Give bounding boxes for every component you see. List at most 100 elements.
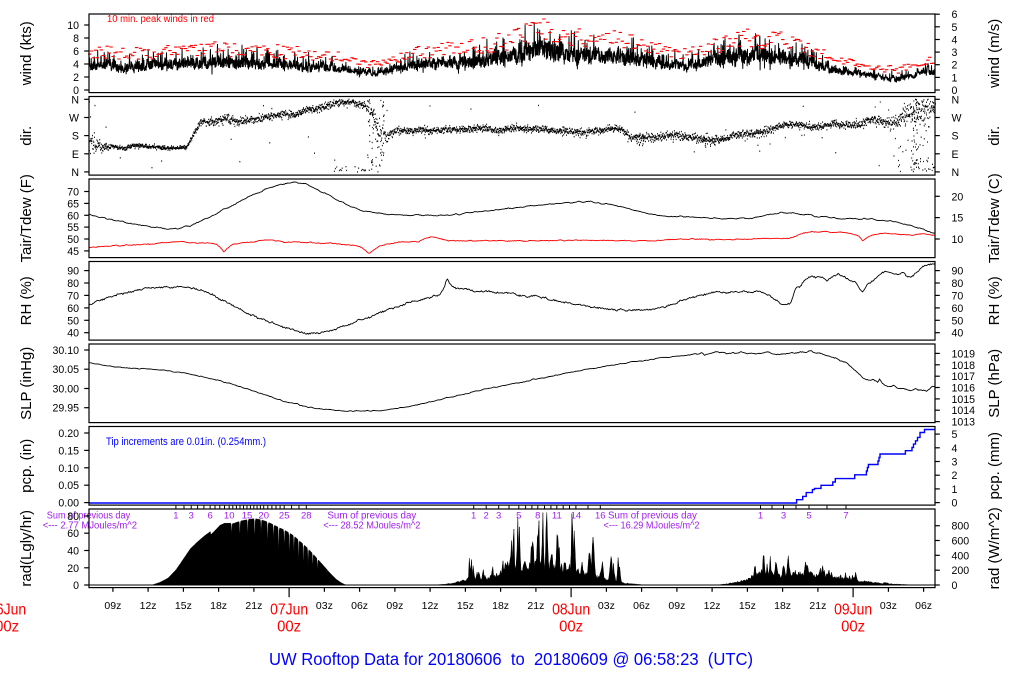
svg-text:4: 4 (73, 59, 79, 71)
svg-text:2: 2 (952, 60, 958, 72)
svg-text:09z: 09z (668, 600, 685, 612)
svg-text:00z: 00z (559, 619, 583, 636)
svg-text:60: 60 (952, 303, 964, 315)
svg-text:14: 14 (571, 511, 582, 522)
svg-text:11: 11 (552, 511, 562, 522)
svg-text:03z: 03z (598, 600, 615, 612)
svg-text:Tair/Tdew (C): Tair/Tdew (C) (986, 173, 1003, 263)
svg-text:0.00: 0.00 (58, 498, 79, 510)
svg-text:RH (%): RH (%) (986, 276, 1003, 325)
svg-text:600: 600 (952, 536, 970, 548)
svg-text:15: 15 (242, 511, 253, 522)
svg-text:60: 60 (67, 528, 79, 540)
svg-text:30.00: 30.00 (52, 384, 79, 396)
svg-text:00z: 00z (841, 619, 865, 636)
svg-text:W: W (952, 113, 962, 125)
svg-text:rad(Lgly/hr): rad(Lgly/hr) (18, 510, 35, 587)
svg-text:40: 40 (67, 546, 79, 558)
svg-text:0.15: 0.15 (58, 445, 79, 457)
svg-text:1: 1 (952, 72, 958, 84)
svg-text:09Jun: 09Jun (834, 602, 872, 619)
svg-text:Tair/Tdew (F): Tair/Tdew (F) (18, 174, 35, 262)
svg-text:20: 20 (258, 511, 269, 522)
svg-text:60: 60 (67, 210, 79, 222)
svg-text:15z: 15z (457, 600, 474, 612)
svg-text:N: N (952, 94, 960, 106)
svg-text:SLP (hPa): SLP (hPa) (986, 349, 1003, 418)
svg-text:pcp. (in): pcp. (in) (18, 439, 35, 493)
svg-text:40: 40 (67, 328, 79, 340)
svg-text:N: N (71, 94, 79, 106)
svg-text:2: 2 (484, 511, 489, 522)
svg-text:1: 1 (471, 511, 476, 522)
svg-text:06z: 06z (351, 600, 368, 612)
svg-text:<--- 16.29 MJoules/m^2: <--- 16.29 MJoules/m^2 (604, 521, 700, 532)
svg-text:08Jun: 08Jun (552, 602, 590, 619)
svg-text:dir.: dir. (986, 126, 1003, 146)
svg-text:4: 4 (952, 35, 958, 47)
svg-text:60: 60 (67, 303, 79, 315)
svg-text:40: 40 (952, 328, 964, 340)
svg-text:70: 70 (67, 290, 79, 302)
svg-text:0.10: 0.10 (58, 463, 79, 475)
svg-text:Sum of previous day: Sum of previous day (327, 511, 416, 522)
svg-text:8: 8 (535, 511, 540, 522)
svg-text:E: E (952, 149, 959, 161)
svg-text:N: N (952, 167, 960, 179)
svg-text:RH (%): RH (%) (18, 276, 35, 325)
svg-text:6: 6 (207, 511, 212, 522)
svg-text:E: E (72, 149, 79, 161)
svg-text:0: 0 (73, 85, 79, 97)
svg-text:200: 200 (952, 565, 970, 577)
svg-text:55: 55 (67, 222, 79, 234)
svg-text:70: 70 (952, 290, 964, 302)
svg-text:00z: 00z (0, 619, 19, 636)
svg-text:1: 1 (952, 484, 958, 496)
svg-text:29.95: 29.95 (52, 403, 79, 415)
svg-text:3: 3 (952, 47, 958, 59)
svg-text:5: 5 (806, 511, 811, 522)
svg-text:1013: 1013 (952, 417, 976, 429)
svg-text:03z: 03z (316, 600, 333, 612)
svg-text:20: 20 (67, 563, 79, 575)
svg-text:0: 0 (952, 85, 958, 97)
svg-text:<--- 2.77 MJoules/m^2: <--- 2.77 MJoules/m^2 (43, 521, 138, 532)
svg-text:0.05: 0.05 (58, 480, 79, 492)
svg-text:90: 90 (67, 266, 79, 278)
svg-text:50: 50 (952, 315, 964, 327)
svg-text:15z: 15z (175, 600, 192, 612)
svg-text:3: 3 (189, 511, 194, 522)
svg-text:5: 5 (516, 511, 521, 522)
svg-text:06z: 06z (633, 600, 650, 612)
svg-text:6: 6 (952, 9, 958, 21)
svg-text:5: 5 (952, 22, 958, 34)
svg-text:28: 28 (301, 511, 312, 522)
svg-text:6: 6 (73, 46, 79, 58)
svg-text:80: 80 (67, 511, 79, 523)
svg-text:80: 80 (952, 278, 964, 290)
svg-text:20: 20 (952, 191, 964, 203)
svg-text:N: N (71, 167, 79, 179)
svg-text:Sum of previous day: Sum of previous day (608, 511, 697, 522)
svg-text:12z: 12z (140, 600, 157, 612)
svg-text:1014: 1014 (952, 405, 976, 417)
svg-text:18z: 18z (210, 600, 227, 612)
svg-text:00z: 00z (277, 619, 301, 636)
svg-text:1019: 1019 (952, 348, 976, 360)
svg-text:10 min. peak winds in red: 10 min. peak winds in red (107, 14, 214, 25)
svg-text:10: 10 (67, 20, 79, 32)
svg-text:1017: 1017 (952, 371, 976, 383)
svg-text:0.20: 0.20 (58, 428, 79, 440)
svg-text:dir.: dir. (18, 126, 35, 146)
svg-text:2: 2 (952, 470, 958, 482)
svg-text:45: 45 (67, 246, 79, 258)
svg-text:1016: 1016 (952, 383, 976, 395)
svg-text:30.05: 30.05 (52, 364, 79, 376)
svg-text:UW Rooftop Data for 20180606: UW Rooftop Data for 20180606 to 20180609… (269, 649, 753, 669)
svg-text:S: S (952, 131, 959, 143)
svg-text:wind (m/s): wind (m/s) (986, 19, 1003, 89)
svg-text:16: 16 (595, 511, 606, 522)
svg-text:06z: 06z (915, 600, 932, 612)
svg-text:400: 400 (952, 550, 970, 562)
svg-text:3: 3 (952, 457, 958, 469)
